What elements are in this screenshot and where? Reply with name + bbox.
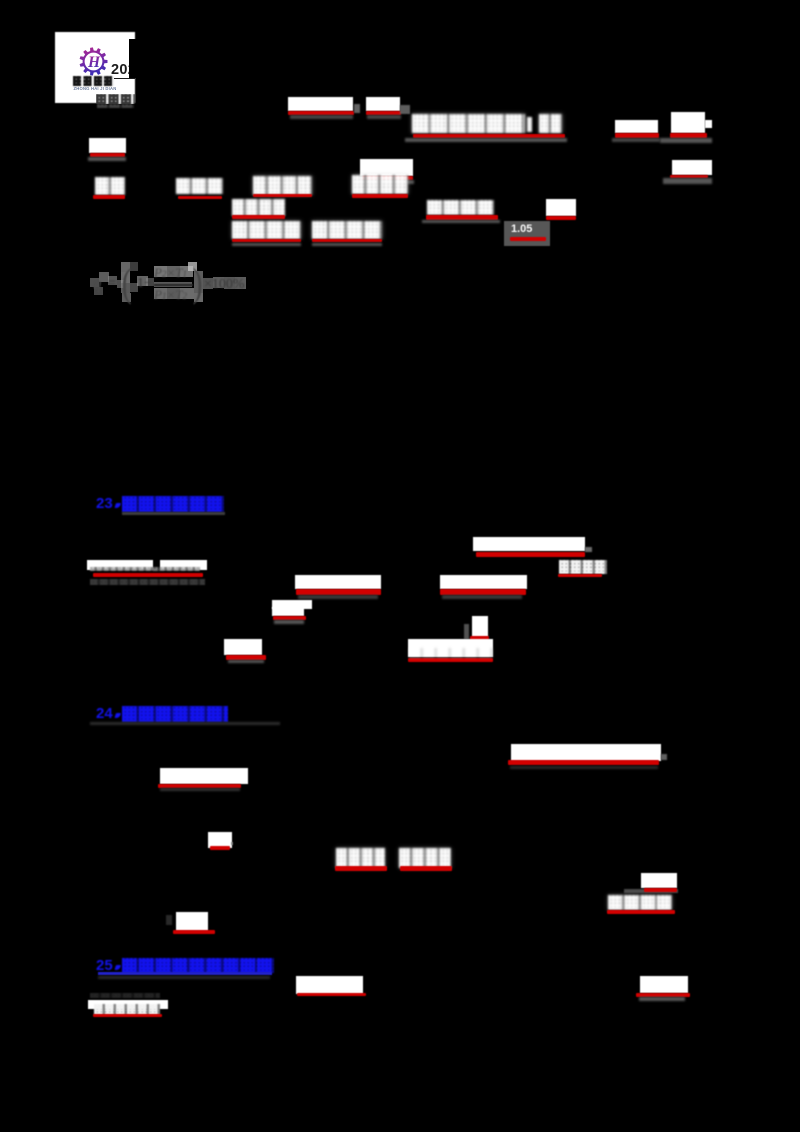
svg-text:H: H: [87, 54, 101, 71]
